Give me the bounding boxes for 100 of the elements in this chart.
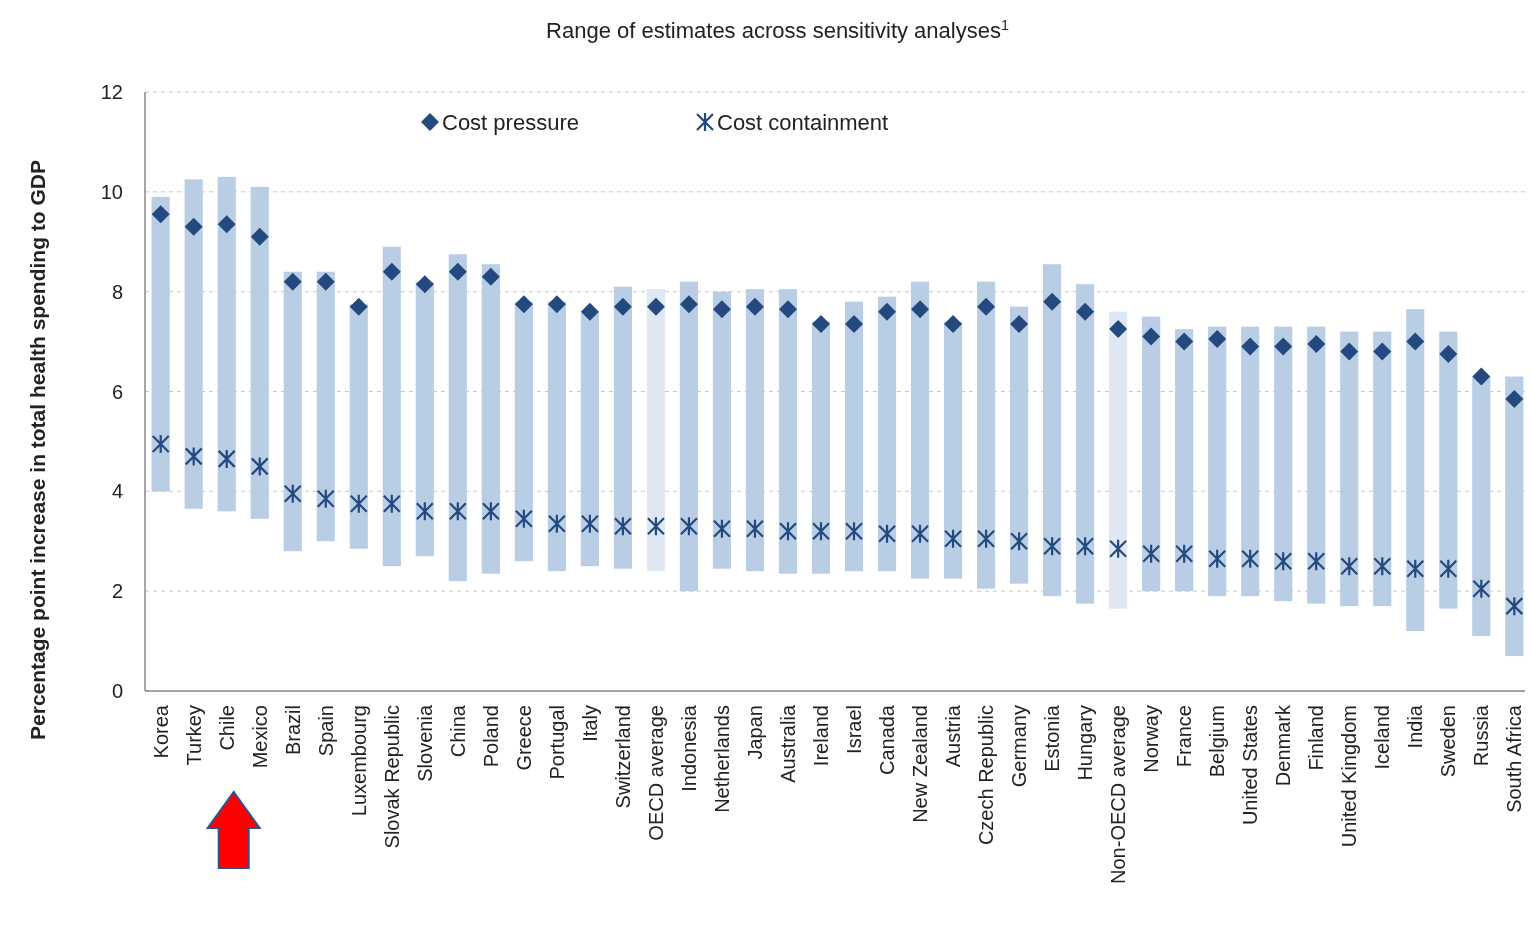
- bar: [580, 311, 599, 567]
- point: [712, 518, 732, 539]
- x-tick-label: Poland: [479, 705, 502, 768]
- point: [547, 295, 566, 314]
- x-tick-label: Netherlands: [710, 705, 733, 813]
- bar: [1076, 284, 1095, 604]
- bar: [745, 289, 765, 572]
- x-tick-label: Belgium: [1206, 705, 1229, 778]
- x-tick-label: Hungary: [1074, 705, 1097, 781]
- point: [151, 205, 170, 224]
- x-tick-label: Norway: [1140, 705, 1163, 773]
- point: [1109, 320, 1128, 339]
- x-tick-label: Austria: [942, 704, 965, 768]
- bar: [877, 296, 897, 572]
- point: [151, 433, 170, 455]
- bar: [1109, 311, 1128, 609]
- point: [845, 315, 864, 334]
- bar: [976, 281, 996, 589]
- bar: [811, 321, 831, 574]
- x-tick-label: Sweden: [1437, 705, 1460, 778]
- x-tick-label: Denmark: [1272, 704, 1295, 787]
- x-tick-label: Slovak Republic: [380, 705, 403, 849]
- point: [646, 297, 665, 316]
- y-axis-title: Percentage point increase in total health spending to GDP: [26, 160, 49, 740]
- point: [250, 227, 269, 246]
- point: [943, 528, 963, 549]
- point: [1307, 551, 1326, 572]
- point: [877, 523, 897, 544]
- point: [514, 508, 533, 529]
- x-tick-label: Brazil: [281, 705, 304, 756]
- point: [283, 483, 302, 504]
- y-tick-label: 2: [111, 580, 123, 603]
- x-tick-label: Czech Republic: [975, 705, 998, 846]
- bar: [679, 281, 699, 592]
- point: [712, 300, 731, 319]
- point: [1274, 337, 1293, 356]
- y-tick-label: 0: [111, 680, 123, 702]
- point: [1505, 596, 1524, 617]
- point: [977, 297, 996, 316]
- point: [1109, 538, 1128, 559]
- bar: [1043, 264, 1062, 597]
- point: [811, 521, 831, 542]
- x-tick-label: Canada: [876, 704, 899, 776]
- bar: [1142, 316, 1161, 592]
- bar: [481, 264, 500, 574]
- y-tick-label: 10: [100, 180, 123, 203]
- x-tick-label: Australia: [776, 704, 799, 783]
- point: [1076, 536, 1095, 557]
- point: [1406, 558, 1425, 579]
- x-tick-label: Portugal: [545, 705, 568, 780]
- point: [911, 300, 930, 319]
- x-tick-label: Greece: [512, 705, 535, 771]
- chart-title: Range of estimates across sensitivity analyses$^{1}$: [546, 17, 1009, 43]
- point: [844, 521, 864, 542]
- point: [1241, 548, 1260, 569]
- bar: [613, 286, 632, 569]
- point: [349, 297, 368, 316]
- point: [1142, 327, 1161, 346]
- x-tick-label: South Africa: [1503, 704, 1526, 813]
- point: [448, 501, 467, 522]
- point: [283, 272, 302, 291]
- point: [944, 315, 963, 334]
- point: [1373, 556, 1392, 577]
- bar: [1439, 331, 1458, 609]
- y-tick-label: 12: [100, 81, 123, 103]
- point: [1406, 332, 1425, 351]
- bar: [1472, 376, 1491, 637]
- point: [217, 448, 236, 469]
- point: [679, 516, 699, 537]
- x-tick-label: France: [1173, 705, 1196, 768]
- point: [481, 501, 500, 522]
- bar: [547, 301, 566, 572]
- x-tick-label: United States: [1239, 705, 1262, 826]
- x-tick-label: Mexico: [248, 705, 271, 769]
- bar: [151, 196, 170, 492]
- point: [976, 528, 996, 549]
- x-tick-label: China: [446, 704, 469, 758]
- bar: [283, 271, 302, 552]
- point: [613, 297, 632, 316]
- y-tick-label: 8: [111, 280, 123, 303]
- x-tick-label: Indonesia: [677, 704, 700, 792]
- point: [250, 456, 269, 477]
- point: [1142, 543, 1161, 564]
- point: [878, 302, 897, 321]
- x-tick-label: Slovenia: [413, 704, 436, 782]
- point: [184, 446, 203, 467]
- point: [415, 275, 434, 294]
- bar: [646, 289, 665, 572]
- x-tick-label: Italy: [578, 705, 601, 742]
- point: [811, 315, 830, 334]
- point: [448, 262, 467, 281]
- point: [1340, 556, 1359, 577]
- x-tick-label: Spain: [314, 705, 337, 757]
- x-tick-label: Finland: [1305, 705, 1328, 771]
- point: [679, 295, 698, 314]
- point: [1307, 335, 1326, 354]
- bar: [910, 281, 930, 579]
- legend-label: Cost containment: [717, 109, 889, 135]
- x-tick-label: Switzerland: [611, 705, 634, 809]
- point: [382, 493, 401, 514]
